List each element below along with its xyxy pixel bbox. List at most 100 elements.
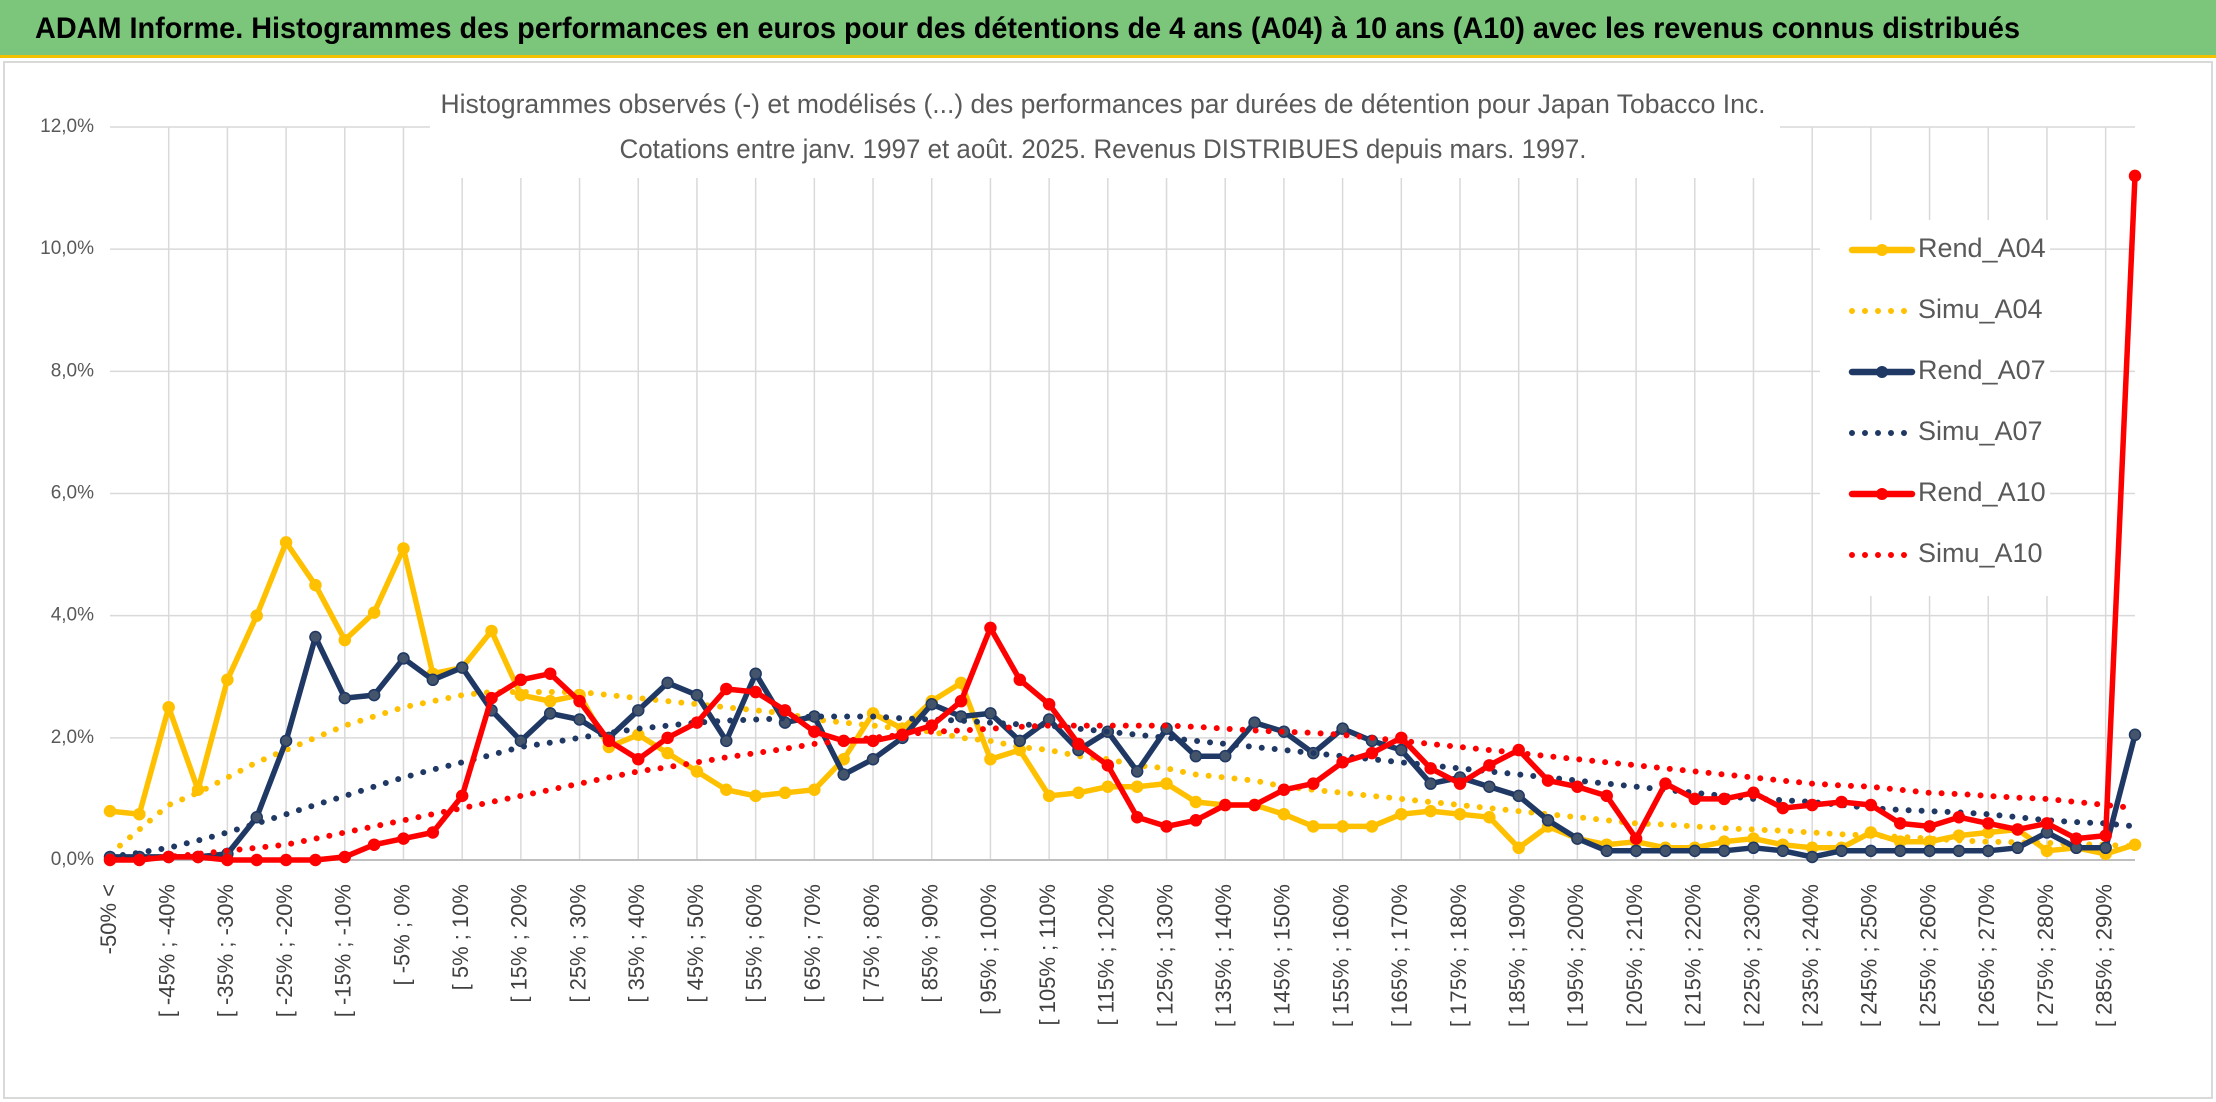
data-point: [1982, 817, 1995, 830]
data-point: [1776, 844, 1790, 858]
title-backdrop: [430, 82, 1780, 178]
data-point: [808, 783, 821, 797]
data-point: [1160, 777, 1173, 790]
model-line: [107, 722, 2138, 863]
data-point: [1336, 756, 1349, 769]
data-point: [426, 826, 440, 839]
data-point: [1483, 810, 1496, 824]
data-point: [309, 578, 322, 592]
data-point: [1893, 844, 1907, 858]
chart-subtitle: Cotations entre janv. 1997 et août. 2025…: [620, 134, 1587, 164]
x-tick-label: [ 255% ; 260%: [1915, 884, 1940, 1027]
observed-line: [107, 634, 2138, 860]
data-point: [426, 673, 440, 687]
data-point: [749, 667, 762, 680]
data-point: [1483, 780, 1496, 793]
data-point: [250, 853, 263, 867]
data-point: [1013, 734, 1027, 748]
x-tick-label: [ 105% ; 110%: [1035, 884, 1060, 1025]
data-point: [1835, 795, 1848, 809]
data-point: [1952, 844, 1966, 858]
data-point: [1982, 844, 1995, 858]
data-point: [279, 853, 293, 867]
data-point: [1307, 777, 1320, 790]
data-point: [1717, 844, 1731, 858]
legend-label: Simu_A07: [1918, 416, 2043, 446]
plot: [103, 169, 2142, 867]
data-point: [279, 536, 293, 549]
data-point: [749, 789, 762, 803]
observed-line: [107, 173, 2138, 863]
data-point: [543, 707, 557, 720]
data-point: [1042, 697, 1056, 711]
x-tick-label: [ 245% ; 250%: [1857, 884, 1882, 1027]
x-tick-label: [ 65% ; 70%: [800, 884, 825, 1003]
data-point: [1893, 817, 1907, 830]
data-point: [1629, 844, 1643, 858]
data-point: [837, 768, 850, 781]
data-point: [1042, 789, 1056, 803]
legend-label: Rend_A10: [1918, 477, 2046, 507]
data-point: [1189, 749, 1203, 763]
data-point: [1747, 786, 1760, 800]
data-point: [1277, 783, 1291, 797]
data-point: [720, 734, 733, 748]
data-point: [133, 807, 146, 821]
data-point: [2128, 728, 2142, 742]
data-point: [1541, 814, 1555, 827]
data-point: [1395, 743, 1408, 757]
data-point: [1923, 820, 1936, 833]
data-point: [455, 661, 469, 674]
data-point: [1248, 716, 1261, 729]
y-tick-label: 10,0%: [40, 238, 94, 259]
data-point: [397, 652, 410, 665]
data-point: [1160, 820, 1173, 833]
x-tick-label: [ 275% ; 280%: [2033, 884, 2058, 1027]
data-point: [1717, 792, 1731, 806]
data-point: [1013, 673, 1027, 687]
data-point: [367, 838, 381, 851]
data-point: [2011, 841, 2024, 855]
data-point: [543, 694, 557, 708]
data-point: [720, 682, 733, 696]
data-point: [455, 789, 469, 803]
data-point: [1805, 850, 1819, 864]
data-point: [103, 804, 117, 818]
data-point: [690, 688, 704, 702]
data-point: [1189, 814, 1203, 827]
data-point: [661, 676, 674, 690]
x-tick-label: [ 265% ; 270%: [1974, 884, 1999, 1027]
data-point: [1336, 722, 1349, 735]
x-tick-label: [ 35% ; 40%: [624, 884, 649, 1003]
x-tick-label: [ 45% ; 50%: [683, 884, 708, 1003]
data-point: [367, 688, 381, 702]
data-point: [632, 704, 645, 717]
data-point: [690, 716, 704, 729]
chart-frame: [3, 61, 2213, 1099]
x-tick-label: [ 185% ; 190%: [1505, 884, 1530, 1027]
header-title: ADAM Informe. Histogrammes des performan…: [35, 12, 2020, 45]
x-tick-label: [ 135% ; 140%: [1211, 884, 1236, 1027]
data-point: [1688, 844, 1702, 858]
data-point: [1218, 749, 1232, 763]
data-point: [397, 542, 410, 555]
data-point: [543, 667, 557, 680]
data-point: [1248, 798, 1261, 812]
x-tick-label: [ -5% ; 0%: [389, 884, 414, 985]
data-point: [338, 633, 352, 647]
legend-label: Rend_A04: [1918, 233, 2046, 263]
x-tick-label: [ 125% ; 130%: [1152, 884, 1177, 1027]
x-tick-label: [ -15% ; -10%: [331, 884, 356, 1017]
data-point: [1453, 777, 1467, 790]
data-point: [573, 713, 586, 726]
legend-marker: [1876, 488, 1888, 500]
x-tick-label: [ 225% ; 230%: [1739, 884, 1764, 1027]
data-point: [309, 630, 322, 644]
data-point: [1189, 795, 1203, 809]
data-point: [808, 725, 821, 738]
data-point: [1483, 759, 1496, 772]
data-point: [1805, 798, 1819, 812]
data-point: [1659, 844, 1672, 858]
grid: 0,0% 2,0% 4,0% 6,0% 8,0% 10,0% 12,0% -50% < [ -4…: [40, 116, 2135, 1027]
